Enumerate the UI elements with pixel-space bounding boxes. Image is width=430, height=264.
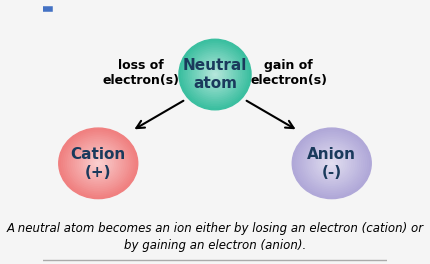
Ellipse shape xyxy=(79,146,118,181)
Ellipse shape xyxy=(195,55,235,94)
Ellipse shape xyxy=(204,64,226,85)
Text: Neutral
atom: Neutral atom xyxy=(183,58,247,91)
Ellipse shape xyxy=(83,149,114,177)
Ellipse shape xyxy=(188,48,242,101)
Ellipse shape xyxy=(208,68,222,82)
Ellipse shape xyxy=(73,140,124,186)
Ellipse shape xyxy=(69,137,128,190)
Ellipse shape xyxy=(316,149,347,177)
Ellipse shape xyxy=(199,59,231,90)
Ellipse shape xyxy=(89,154,108,172)
Ellipse shape xyxy=(308,142,356,185)
Ellipse shape xyxy=(183,43,247,106)
Ellipse shape xyxy=(192,51,238,97)
Ellipse shape xyxy=(298,133,366,193)
Ellipse shape xyxy=(318,151,346,176)
Text: loss of
electron(s): loss of electron(s) xyxy=(103,59,180,87)
Ellipse shape xyxy=(92,158,104,169)
Ellipse shape xyxy=(84,151,112,176)
Ellipse shape xyxy=(320,153,344,174)
Ellipse shape xyxy=(190,50,240,99)
Ellipse shape xyxy=(186,46,244,103)
Ellipse shape xyxy=(179,39,251,110)
Ellipse shape xyxy=(64,133,132,193)
Ellipse shape xyxy=(212,71,218,78)
Ellipse shape xyxy=(326,158,338,169)
Ellipse shape xyxy=(61,130,136,197)
Ellipse shape xyxy=(328,160,336,167)
Text: A neutral atom becomes an ion either by losing an electron (cation) or
by gainin: A neutral atom becomes an ion either by … xyxy=(6,222,424,252)
Ellipse shape xyxy=(304,139,359,188)
Ellipse shape xyxy=(96,162,100,165)
Ellipse shape xyxy=(206,66,224,83)
Ellipse shape xyxy=(77,144,120,183)
Ellipse shape xyxy=(86,153,110,174)
Ellipse shape xyxy=(67,135,130,192)
Ellipse shape xyxy=(324,156,340,170)
Ellipse shape xyxy=(314,148,350,179)
Ellipse shape xyxy=(213,73,217,76)
Ellipse shape xyxy=(209,69,221,80)
Ellipse shape xyxy=(63,132,134,195)
Ellipse shape xyxy=(294,130,369,197)
Ellipse shape xyxy=(80,148,116,179)
Ellipse shape xyxy=(296,132,367,195)
Ellipse shape xyxy=(310,144,353,183)
Ellipse shape xyxy=(74,142,122,185)
Ellipse shape xyxy=(197,57,233,92)
Ellipse shape xyxy=(184,45,246,105)
Ellipse shape xyxy=(322,154,341,172)
Ellipse shape xyxy=(302,137,361,190)
Ellipse shape xyxy=(59,128,138,199)
Ellipse shape xyxy=(203,62,227,87)
Ellipse shape xyxy=(292,128,371,199)
Ellipse shape xyxy=(306,140,357,186)
Ellipse shape xyxy=(90,156,106,170)
Ellipse shape xyxy=(94,160,102,167)
Text: Anion
(-): Anion (-) xyxy=(307,147,356,180)
Ellipse shape xyxy=(194,53,236,96)
Ellipse shape xyxy=(300,135,363,192)
Ellipse shape xyxy=(200,60,230,89)
Text: Cation
(+): Cation (+) xyxy=(71,147,126,180)
Ellipse shape xyxy=(312,146,351,181)
Ellipse shape xyxy=(330,162,334,165)
Text: gain of
electron(s): gain of electron(s) xyxy=(250,59,327,87)
Ellipse shape xyxy=(181,41,249,108)
Ellipse shape xyxy=(71,139,126,188)
